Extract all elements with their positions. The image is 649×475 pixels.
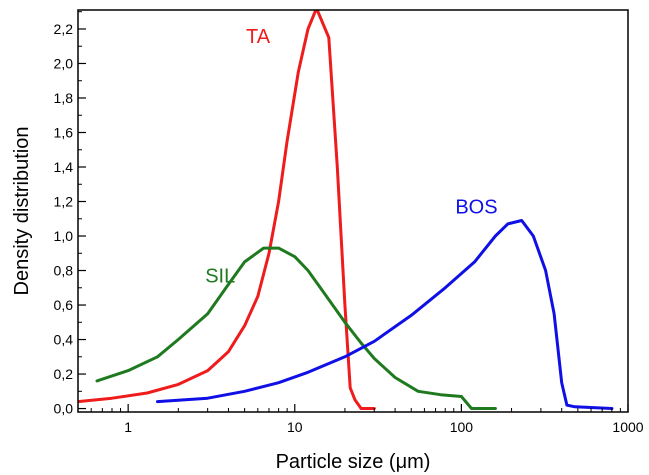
y-tick-label: 2,0	[54, 55, 74, 71]
y-tick-label: 0,6	[54, 297, 74, 313]
y-tick-label: 0,8	[54, 263, 74, 279]
x-tick-label: 1000	[612, 419, 643, 435]
series-label-ta: TA	[246, 26, 271, 48]
series-line-ta	[78, 10, 376, 410]
y-tick-label: 0,2	[54, 366, 74, 382]
series-line-bos	[156, 219, 614, 410]
y-tick-label: 1,2	[54, 194, 74, 210]
x-tick-label: 100	[450, 419, 474, 435]
y-tick-label: 1,6	[54, 124, 74, 140]
x-tick-label: 1	[124, 419, 132, 435]
y-axis-title: Density distribution	[11, 127, 33, 296]
plot-frame	[77, 9, 629, 413]
series-layer	[78, 10, 614, 410]
series-label-bos: BOS	[455, 197, 497, 219]
y-tick-label: 0,0	[54, 401, 74, 417]
y-tick-label: 1,8	[54, 90, 74, 106]
x-tick-label: 10	[287, 419, 303, 435]
label-layer: TA SIL BOS	[205, 26, 497, 288]
series-label-sil: SIL	[205, 266, 235, 288]
series-line-sil	[95, 246, 497, 410]
y-tick-label: 0,4	[54, 332, 74, 348]
y-tick-label: 1,0	[54, 228, 74, 244]
y-tick-label: 2,2	[54, 21, 74, 37]
tick-layer: 1 10 100 1000 0,0 0,2 0,4 0,6 0,8 1,0 1,2 1,4 1,6 1,8…	[54, 11, 644, 435]
y-tick-label: 1,4	[54, 159, 74, 175]
x-axis-title: Particle size (μm)	[276, 451, 431, 473]
